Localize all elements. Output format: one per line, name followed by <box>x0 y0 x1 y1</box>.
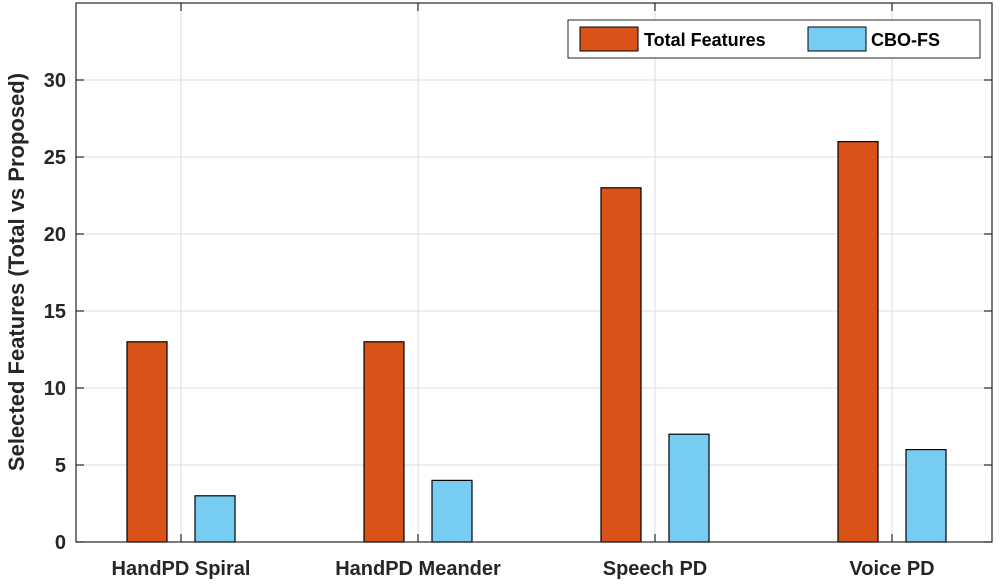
bar-total-features-voice-pd <box>837 141 879 543</box>
x-tick-label: HandPD Spiral <box>112 558 251 580</box>
y-tick-label: 30 <box>44 70 66 92</box>
legend-swatch <box>807 26 867 52</box>
vertical-gridlines <box>180 3 893 542</box>
y-tick-label: 25 <box>44 147 66 169</box>
bars <box>126 141 947 543</box>
legend-label: Total Features <box>644 30 766 50</box>
y-tick-label: 20 <box>44 224 66 246</box>
bar-cbo-fs-voice-pd <box>905 449 947 543</box>
x-axis-ticks: HandPD Spiral HandPD Meander Speech PD Voic… <box>112 3 935 580</box>
y-tick-label: 10 <box>44 378 66 400</box>
x-tick-label: HandPD Meander <box>335 558 501 580</box>
y-tick-label: 0 <box>55 532 66 554</box>
bar-total-features-handpd-spiral <box>126 341 168 543</box>
legend-label: CBO-FS <box>871 30 940 50</box>
legend: Total Features CBO-FS <box>567 19 981 59</box>
bar-cbo-fs-handpd-meander <box>431 479 473 543</box>
y-tick-label: 15 <box>44 301 66 323</box>
y-axis-ticks: 0 5 10 15 20 25 30 <box>44 70 992 554</box>
bar-total-features-handpd-meander <box>363 341 405 543</box>
y-tick-label: 5 <box>55 455 66 477</box>
y-axis-label: Selected Features (Total vs Proposed) <box>4 73 29 471</box>
x-tick-label: Voice PD <box>849 558 934 580</box>
bar-total-features-speech-pd <box>600 187 642 543</box>
legend-swatch <box>579 26 639 52</box>
bar-cbo-fs-handpd-spiral <box>194 495 236 543</box>
x-tick-label: Speech PD <box>603 558 707 580</box>
bar-cbo-fs-speech-pd <box>668 433 710 543</box>
plot-frame <box>75 2 993 543</box>
